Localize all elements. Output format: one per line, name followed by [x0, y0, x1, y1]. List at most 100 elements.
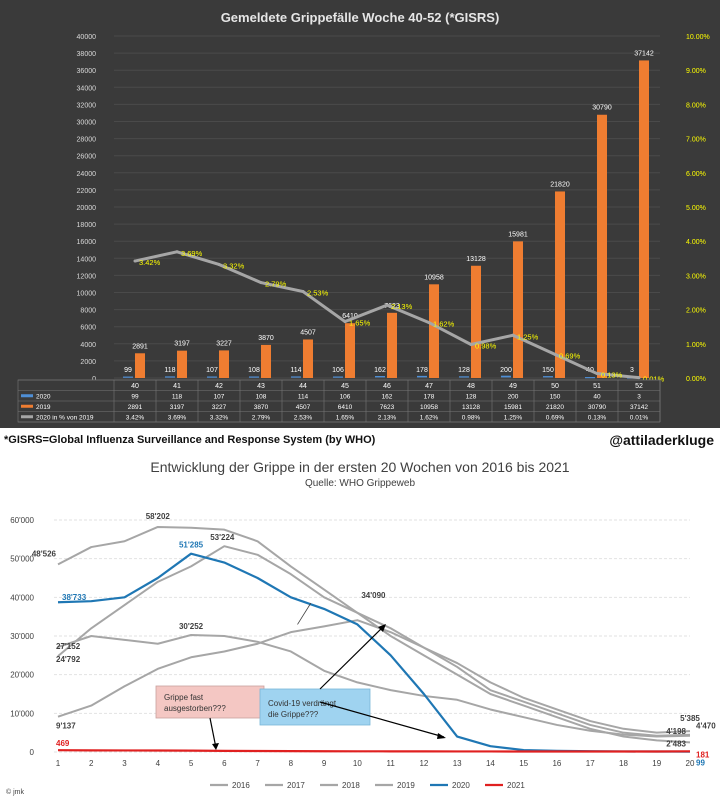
- table-header-cell: 45: [341, 383, 349, 390]
- legend-label-2019: 2019: [397, 781, 415, 790]
- pct-point: [133, 259, 137, 263]
- x-tick-label: 5: [189, 759, 194, 768]
- table-cell: 21820: [546, 404, 564, 411]
- bar-2019: [345, 323, 355, 378]
- bar-label-2019: 2891: [132, 343, 148, 350]
- y-tick-label: 8000: [80, 308, 96, 315]
- pct-point: [217, 262, 221, 266]
- table-cell: 2.79%: [252, 415, 271, 422]
- bar-label-2019: 6410: [342, 313, 358, 320]
- table-legend-swatch: [21, 415, 33, 419]
- value-label: 58'202: [146, 512, 171, 521]
- table-cell: 13128: [462, 404, 480, 411]
- y2-tick-label: 5.00%: [686, 205, 706, 212]
- bar-label-2019: 15981: [508, 231, 528, 238]
- bar-2019: [387, 312, 397, 378]
- bar-2020: [459, 376, 469, 378]
- table-cell: 6410: [338, 404, 353, 411]
- bar-label-2020: 99: [124, 367, 132, 374]
- y-tick-label: 50'000: [10, 555, 34, 564]
- value-label: 30'252: [179, 622, 204, 631]
- bar-2019: [471, 265, 481, 378]
- chart-subtitle: Quelle: WHO Grippeweb: [305, 478, 415, 489]
- value-label: 24'792: [56, 655, 81, 664]
- table-cell: 178: [424, 394, 435, 401]
- pct-label: 2.79%: [265, 280, 287, 289]
- table-header-cell: 49: [509, 383, 517, 390]
- pct-point: [427, 321, 431, 325]
- y-tick-label: 22000: [77, 188, 97, 195]
- table-header-cell: 42: [215, 383, 223, 390]
- x-tick-label: 1: [56, 759, 61, 768]
- table-cell: 162: [382, 394, 393, 401]
- chart-title: Entwicklung der Grippe in der ersten 20 …: [150, 459, 569, 475]
- y-tick-label: 2000: [80, 359, 96, 366]
- gisrs-chart-svg: Gemeldete Grippefälle Woche 40-52 (*GISR…: [17, 10, 710, 423]
- x-tick-label: 17: [586, 759, 595, 768]
- y-tick-label: 20'000: [10, 671, 34, 680]
- annotation-arrow-extinct: [209, 717, 217, 749]
- pct-point: [301, 289, 305, 293]
- pct-point: [175, 250, 179, 254]
- bar-label-2019: 37142: [634, 50, 654, 57]
- bar-label-2019: 30790: [592, 105, 612, 112]
- table-header-cell: 44: [299, 383, 307, 390]
- value-label: 48'526: [32, 549, 57, 558]
- y-tick-label: 10'000: [10, 709, 34, 718]
- table-cell: 118: [172, 394, 183, 401]
- table-cell: 150: [550, 394, 561, 401]
- line-2021: [57, 749, 691, 753]
- value-label: 27'152: [56, 642, 81, 651]
- table-cell: 40: [593, 394, 601, 401]
- pct-label: 1.62%: [433, 320, 455, 329]
- bar-label-2020: 3: [630, 367, 634, 374]
- y-tick-label: 24000: [77, 171, 97, 178]
- table-header-cell: 51: [593, 383, 601, 390]
- bar-label-2020: 178: [416, 367, 428, 374]
- table-cell: 3.42%: [126, 415, 145, 422]
- bar-label-2019: 3227: [216, 340, 232, 347]
- y-tick-label: 40'000: [10, 593, 34, 602]
- grippeweb-chart-svg: Entwicklung der Grippe in der ersten 20 …: [6, 459, 716, 796]
- table-row-label: 2020: [36, 394, 51, 401]
- table-cell: 3.32%: [210, 415, 229, 422]
- bar-2020: [501, 375, 511, 378]
- annotation-arrowhead-extinct: [212, 743, 219, 750]
- x-tick-label: 10: [353, 759, 362, 768]
- value-label: 99: [696, 759, 705, 768]
- bar-label-2020: 107: [206, 367, 218, 374]
- y-tick-label: 14000: [77, 256, 97, 263]
- x-tick-label: 7: [255, 759, 260, 768]
- annotation-arrowhead-covid-down: [437, 733, 446, 739]
- pct-label: 3.69%: [181, 249, 203, 258]
- table-cell: 37142: [630, 404, 648, 411]
- bar-2019: [135, 353, 145, 378]
- y-tick-label: 6000: [80, 325, 96, 332]
- bar-label-2019: 13128: [466, 256, 486, 263]
- bar-2020: [333, 376, 343, 378]
- table-cell: 1.62%: [420, 415, 439, 422]
- y2-tick-label: 7.00%: [686, 137, 706, 144]
- y-tick-label: 28000: [77, 137, 97, 144]
- gisrs-chart: Gemeldete Grippefälle Woche 40-52 (*GISR…: [0, 0, 720, 428]
- bar-label-2019: 3870: [258, 335, 274, 342]
- bar-2019: [219, 350, 229, 378]
- legend-label-2020: 2020: [452, 781, 470, 790]
- line-2018: [57, 634, 691, 738]
- annotation-arrow-covid-up: [319, 625, 385, 690]
- y-tick-label: 40000: [77, 34, 97, 41]
- bar-2020: [375, 376, 385, 378]
- pct-point: [343, 320, 347, 324]
- grippeweb-chart: Entwicklung der Grippe in der ersten 20 …: [0, 456, 720, 800]
- pct-point: [385, 303, 389, 307]
- line-2016: [57, 619, 691, 734]
- bar-label-2020: 128: [458, 367, 470, 374]
- table-legend-swatch: [21, 404, 33, 408]
- pct-label: 1.65%: [349, 319, 371, 328]
- pct-label: 1.25%: [517, 332, 539, 341]
- legend-label-2018: 2018: [342, 781, 360, 790]
- y-tick-label: 16000: [77, 239, 97, 246]
- bar-label-2019: 4507: [300, 329, 316, 336]
- bar-label-2020: 150: [542, 367, 554, 374]
- y2-tick-label: 2.00%: [686, 308, 706, 315]
